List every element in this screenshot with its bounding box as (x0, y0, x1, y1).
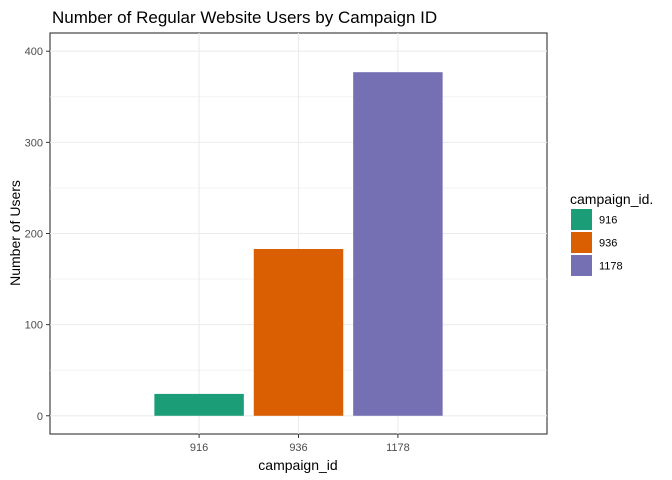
y-axis-title: Number of Users (7, 180, 23, 286)
legend: campaign_id. 916 936 1178 (570, 191, 653, 276)
legend-label: 936 (599, 238, 617, 250)
legend-title: campaign_id. (570, 191, 653, 207)
x-axis: 916 936 1178 (190, 434, 410, 454)
y-axis: 0 100 200 300 400 (25, 46, 50, 423)
y-tick-label: 300 (25, 137, 43, 149)
bar-1178 (353, 72, 443, 416)
chart-title: Number of Regular Website Users by Campa… (52, 8, 437, 27)
legend-label: 916 (599, 215, 617, 227)
y-tick-label: 0 (37, 411, 43, 423)
legend-key-936 (571, 232, 592, 253)
x-tick-label: 936 (289, 442, 307, 454)
bars (154, 72, 443, 416)
x-tick-label: 916 (190, 442, 208, 454)
x-axis-title: campaign_id (258, 457, 337, 473)
y-tick-label: 400 (25, 46, 43, 58)
x-tick-label: 1178 (386, 442, 410, 454)
bar-936 (253, 248, 344, 416)
bar-916 (154, 393, 244, 416)
y-tick-label: 200 (25, 229, 43, 241)
legend-label: 1178 (599, 261, 623, 273)
legend-key-1178 (571, 255, 592, 276)
y-tick-label: 100 (25, 320, 43, 332)
legend-key-916 (571, 209, 592, 230)
